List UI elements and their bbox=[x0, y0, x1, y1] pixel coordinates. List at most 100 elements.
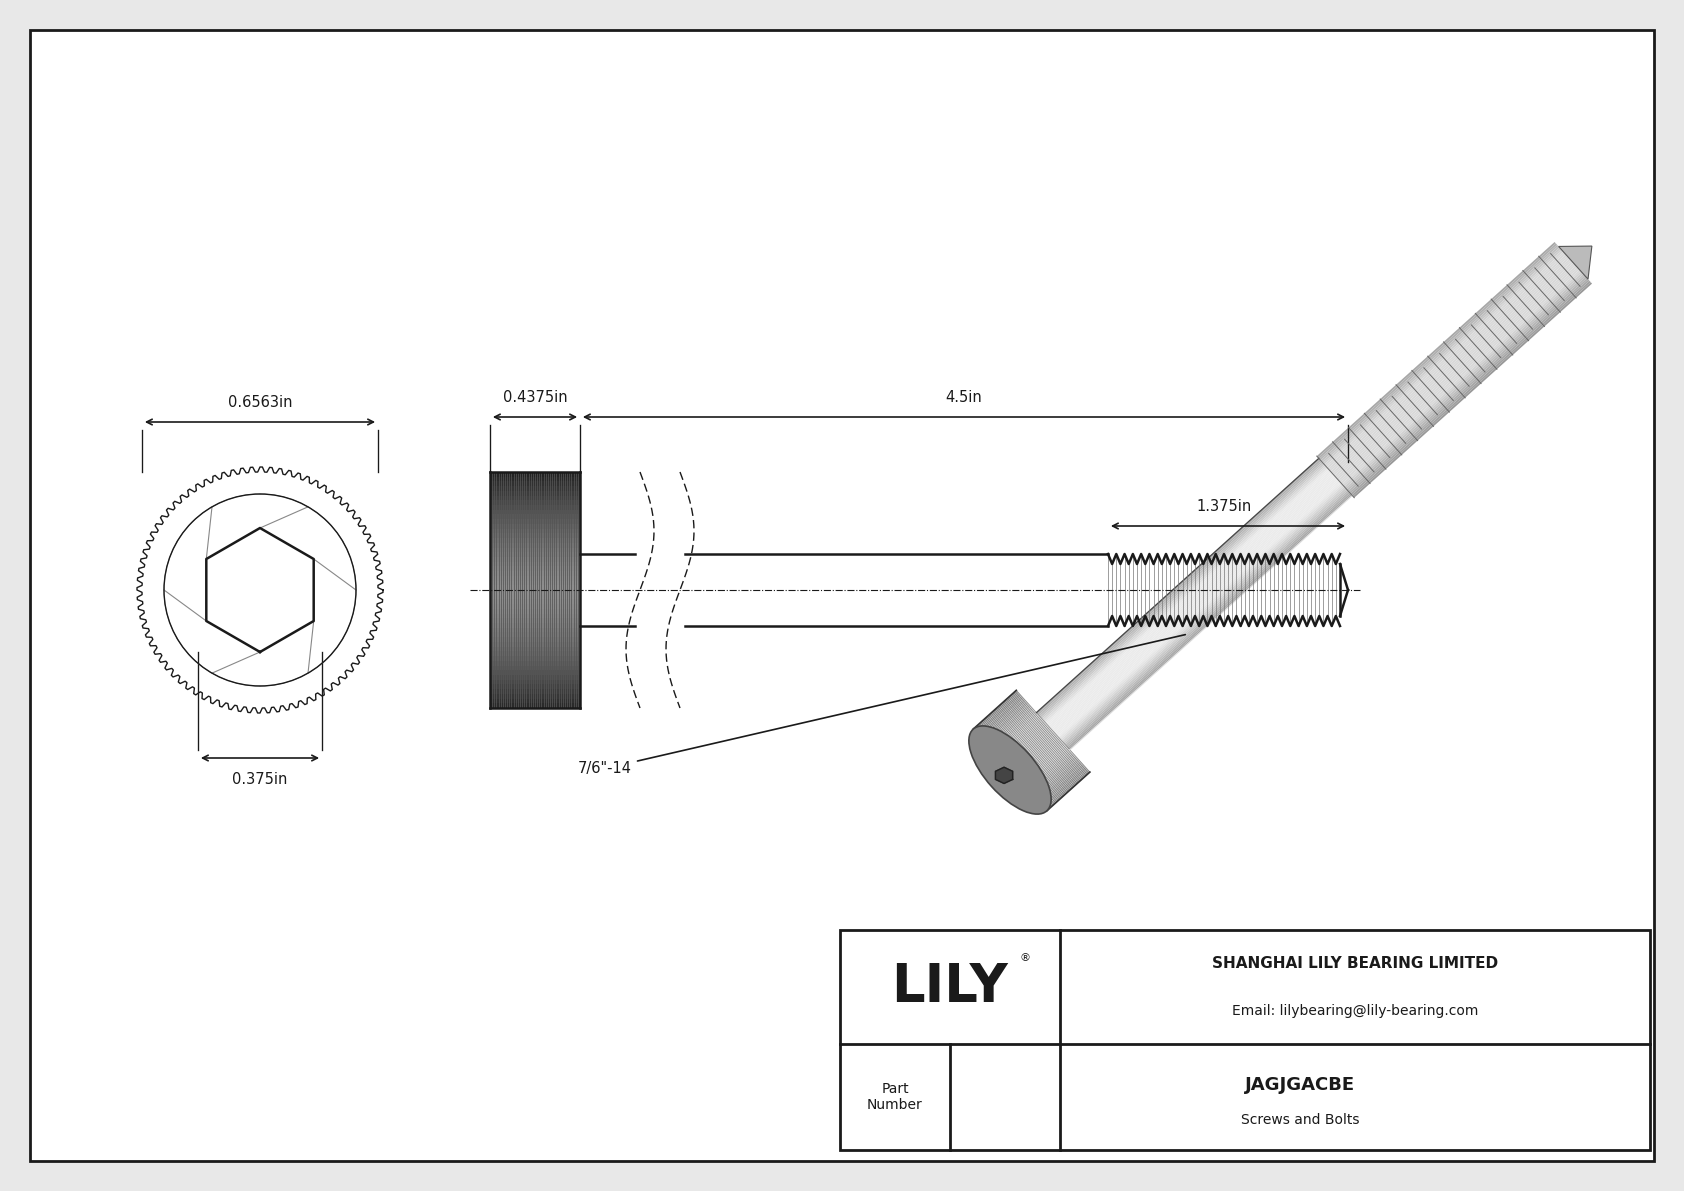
Polygon shape bbox=[1056, 481, 1340, 736]
Text: 7/6"-14: 7/6"-14 bbox=[578, 635, 1186, 777]
Polygon shape bbox=[1039, 461, 1322, 716]
Polygon shape bbox=[1349, 278, 1588, 493]
Bar bbox=[490, 481, 579, 486]
Polygon shape bbox=[1017, 740, 1063, 781]
Polygon shape bbox=[1056, 480, 1339, 735]
Bar bbox=[490, 495, 579, 500]
Bar bbox=[490, 524, 579, 529]
Polygon shape bbox=[1332, 258, 1571, 474]
Polygon shape bbox=[983, 701, 1029, 743]
Polygon shape bbox=[1352, 281, 1591, 497]
Polygon shape bbox=[1036, 459, 1320, 713]
Polygon shape bbox=[1329, 255, 1568, 470]
Bar bbox=[490, 661, 579, 666]
Bar bbox=[490, 572, 579, 575]
Polygon shape bbox=[1022, 744, 1068, 786]
Polygon shape bbox=[1352, 282, 1591, 498]
Polygon shape bbox=[1005, 725, 1051, 767]
Bar bbox=[490, 666, 579, 671]
Bar bbox=[490, 491, 579, 495]
Bar bbox=[490, 585, 579, 590]
Text: Screws and Bolts: Screws and Bolts bbox=[1241, 1114, 1359, 1128]
Polygon shape bbox=[1044, 467, 1327, 723]
Bar bbox=[490, 590, 579, 594]
Bar bbox=[490, 651, 579, 656]
Bar bbox=[490, 534, 579, 538]
Bar bbox=[490, 694, 579, 699]
Bar bbox=[490, 680, 579, 685]
Polygon shape bbox=[995, 715, 1041, 756]
Text: JAGJGACBE: JAGJGACBE bbox=[1244, 1075, 1356, 1093]
Polygon shape bbox=[1559, 247, 1591, 279]
Polygon shape bbox=[1066, 492, 1351, 747]
Text: LILY: LILY bbox=[891, 961, 1009, 1014]
Polygon shape bbox=[1039, 763, 1084, 805]
Text: SHANGHAI LILY BEARING LIMITED: SHANGHAI LILY BEARING LIMITED bbox=[1212, 955, 1499, 971]
Polygon shape bbox=[1329, 256, 1568, 472]
Bar bbox=[490, 557, 579, 562]
Text: 0.375in: 0.375in bbox=[232, 772, 288, 787]
Bar bbox=[490, 604, 579, 609]
Polygon shape bbox=[1339, 267, 1578, 482]
Bar bbox=[490, 685, 579, 690]
Polygon shape bbox=[1340, 268, 1580, 484]
Polygon shape bbox=[1012, 734, 1058, 775]
Polygon shape bbox=[1037, 761, 1083, 803]
Bar bbox=[490, 599, 579, 604]
Text: Email: lilybearing@lily-bearing.com: Email: lilybearing@lily-bearing.com bbox=[1231, 1004, 1479, 1018]
Bar bbox=[490, 609, 579, 613]
Polygon shape bbox=[1047, 470, 1330, 727]
Polygon shape bbox=[1322, 248, 1561, 463]
Text: 1.375in: 1.375in bbox=[1196, 499, 1251, 515]
Bar bbox=[490, 699, 579, 703]
Polygon shape bbox=[1325, 251, 1564, 467]
Bar bbox=[490, 505, 579, 510]
Polygon shape bbox=[1027, 750, 1073, 792]
Polygon shape bbox=[1335, 263, 1575, 479]
Bar bbox=[490, 637, 579, 642]
Polygon shape bbox=[1066, 491, 1349, 746]
Bar bbox=[490, 500, 579, 505]
Polygon shape bbox=[978, 696, 1024, 737]
Polygon shape bbox=[1064, 490, 1347, 744]
Polygon shape bbox=[1068, 493, 1351, 748]
Bar bbox=[490, 529, 579, 534]
Polygon shape bbox=[1042, 466, 1327, 722]
Text: 4.5in: 4.5in bbox=[946, 389, 982, 405]
Bar bbox=[490, 562, 579, 567]
Polygon shape bbox=[1032, 756, 1078, 797]
Bar bbox=[490, 580, 579, 585]
Bar bbox=[490, 486, 579, 491]
Polygon shape bbox=[1059, 485, 1344, 740]
Polygon shape bbox=[1069, 494, 1352, 750]
Bar bbox=[490, 618, 579, 623]
Bar bbox=[490, 543, 579, 548]
Bar bbox=[490, 690, 579, 694]
Text: 0.4375in: 0.4375in bbox=[504, 389, 568, 405]
Bar bbox=[490, 656, 579, 661]
Bar bbox=[490, 548, 579, 553]
Polygon shape bbox=[1041, 463, 1324, 719]
Polygon shape bbox=[1042, 464, 1325, 721]
Bar bbox=[490, 515, 579, 519]
Bar bbox=[490, 647, 579, 651]
Polygon shape bbox=[1346, 274, 1585, 490]
Polygon shape bbox=[1334, 260, 1573, 475]
Bar bbox=[490, 642, 579, 647]
Polygon shape bbox=[1058, 482, 1340, 737]
Polygon shape bbox=[1044, 769, 1090, 811]
Polygon shape bbox=[1042, 767, 1088, 809]
Polygon shape bbox=[1059, 484, 1342, 738]
Polygon shape bbox=[1347, 276, 1586, 492]
Polygon shape bbox=[1029, 753, 1074, 794]
Polygon shape bbox=[1337, 264, 1576, 480]
Polygon shape bbox=[1330, 257, 1569, 473]
Polygon shape bbox=[1347, 275, 1586, 491]
Polygon shape bbox=[1317, 242, 1556, 457]
Polygon shape bbox=[989, 706, 1034, 748]
Bar bbox=[840, 930, 1650, 1151]
Polygon shape bbox=[994, 712, 1039, 754]
Bar bbox=[490, 476, 579, 481]
Polygon shape bbox=[1007, 729, 1052, 771]
Text: ®: ® bbox=[1019, 953, 1031, 964]
